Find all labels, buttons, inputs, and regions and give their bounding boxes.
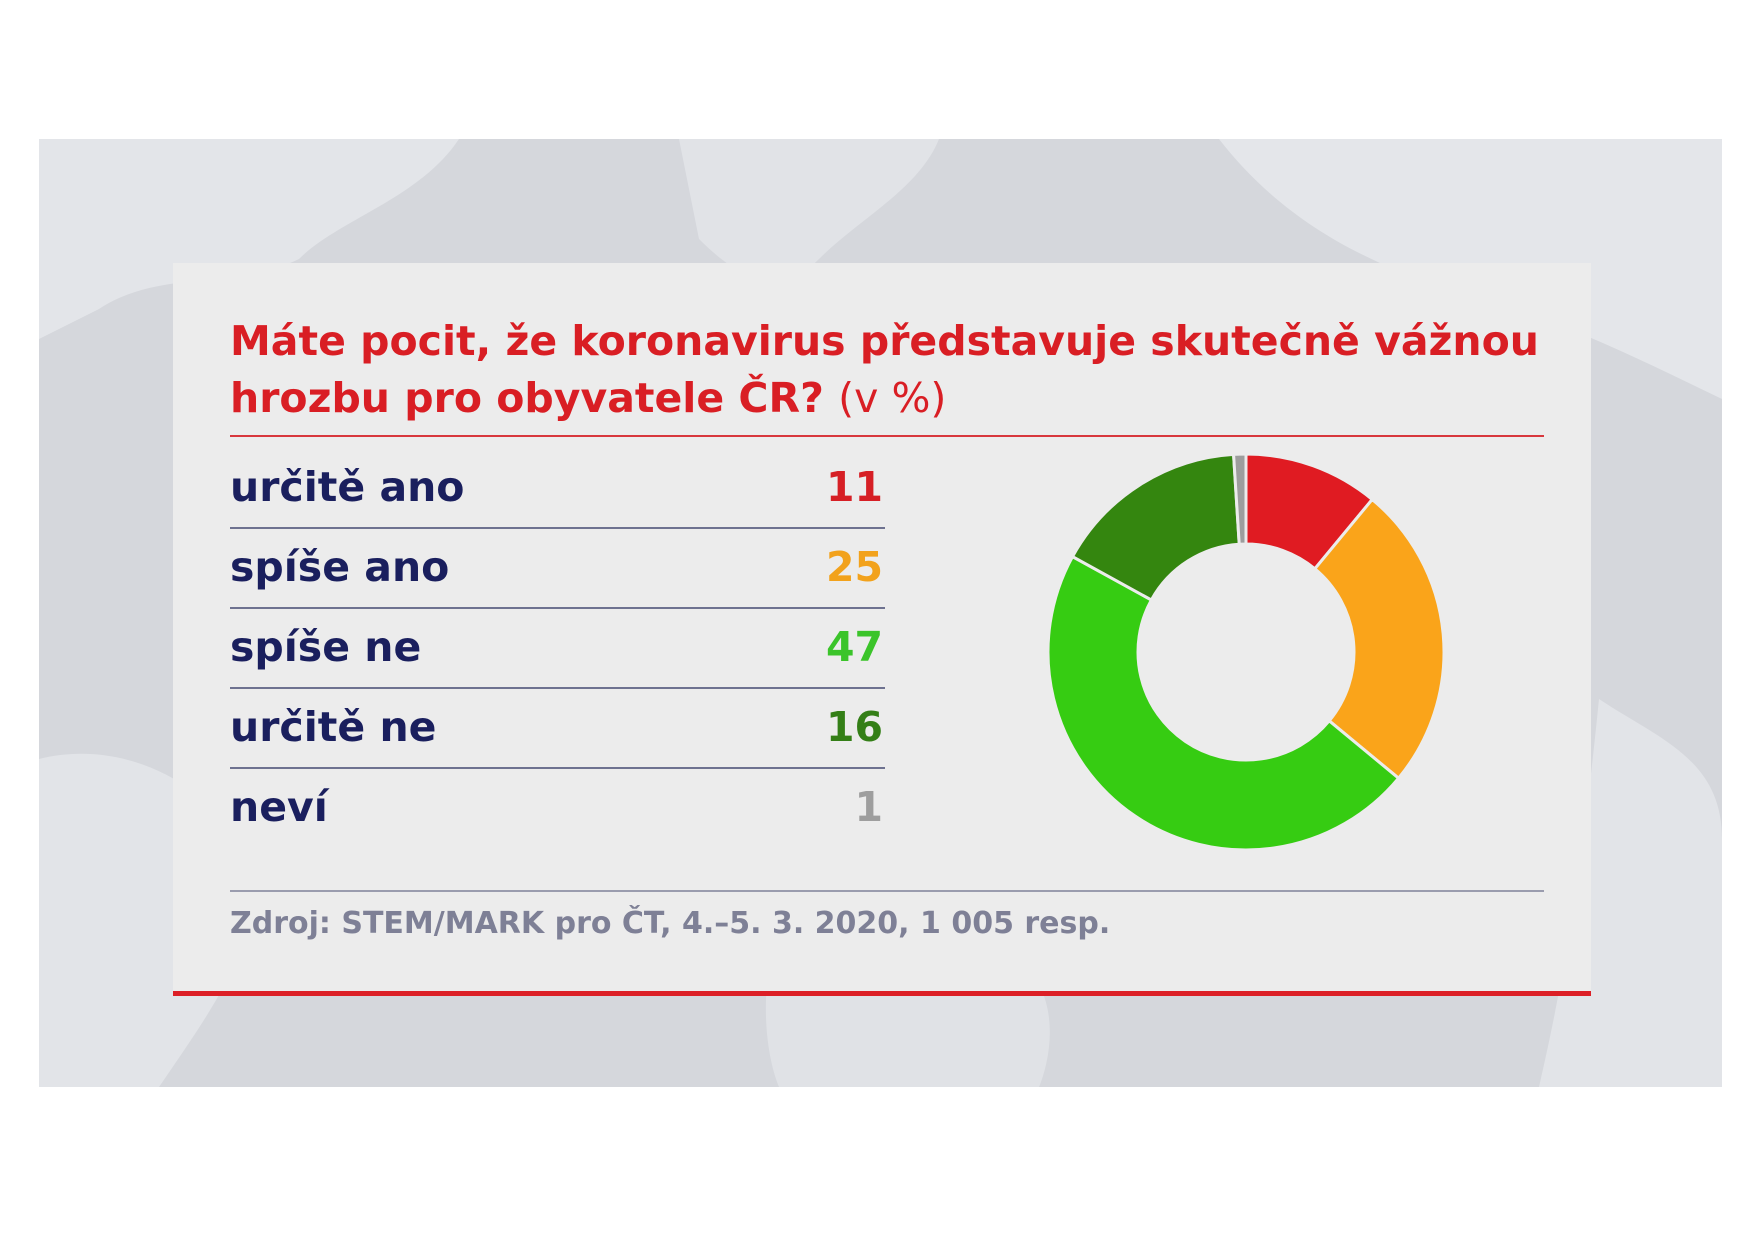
chart-title: Máte pocit, že koronavirus představuje s… bbox=[230, 317, 1539, 422]
value-label: 1 bbox=[854, 783, 883, 831]
title-divider bbox=[230, 435, 1544, 437]
category-label: určitě ano bbox=[230, 463, 465, 511]
donut-slice bbox=[1046, 554, 1401, 852]
card-layer: Máte pocit, že koronavirus představuje s… bbox=[39, 139, 1722, 1087]
legend-row: spíše ano 25 bbox=[230, 529, 885, 609]
donut-slice bbox=[1231, 452, 1248, 546]
category-label: určitě ne bbox=[230, 703, 437, 751]
category-label: spíše ano bbox=[230, 543, 450, 591]
chart-card: Máte pocit, že koronavirus představuje s… bbox=[173, 263, 1591, 994]
value-label: 11 bbox=[825, 463, 883, 511]
legend-row: určitě ne 16 bbox=[230, 689, 885, 769]
source-divider bbox=[230, 890, 1544, 892]
category-label: neví bbox=[230, 783, 328, 831]
donut-slice bbox=[1312, 497, 1446, 781]
category-label: spíše ne bbox=[230, 623, 422, 671]
source-note: Zdroj: STEM/MARK pro ČT, 4.–5. 3. 2020, … bbox=[230, 906, 1111, 941]
value-label: 47 bbox=[825, 623, 883, 671]
legend-table: určitě ano 11 spíše ano 25 spíše ne 47 určitě … bbox=[230, 449, 885, 847]
value-label: 16 bbox=[825, 703, 883, 751]
card-bottom-accent bbox=[173, 991, 1591, 996]
value-label: 25 bbox=[825, 543, 883, 591]
legend-row: neví 1 bbox=[230, 769, 885, 847]
legend-row: spíše ne 47 bbox=[230, 609, 885, 689]
legend-row: určitě ano 11 bbox=[230, 449, 885, 529]
title-unit: (v %) bbox=[838, 374, 947, 422]
donut-chart bbox=[1046, 452, 1446, 852]
